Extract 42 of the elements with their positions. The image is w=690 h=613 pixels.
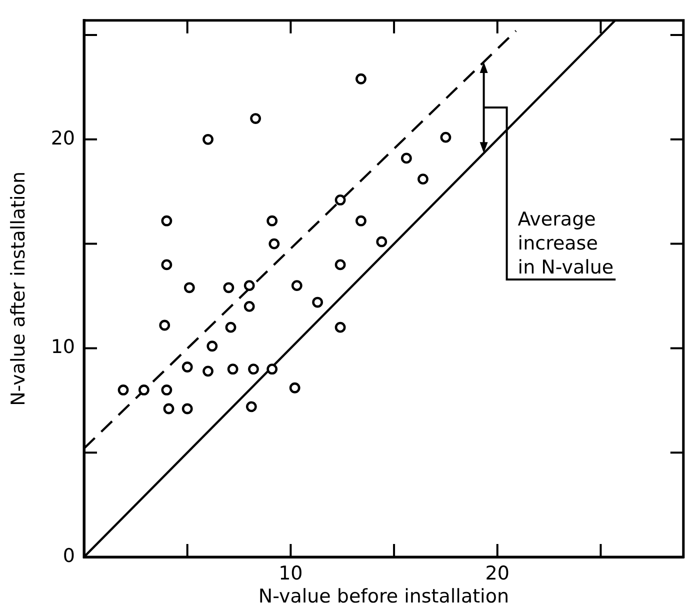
point xyxy=(334,194,346,206)
point xyxy=(206,340,218,352)
point xyxy=(118,384,129,396)
point xyxy=(182,403,193,414)
point xyxy=(246,401,257,412)
point xyxy=(161,384,172,396)
y-tick-label: 10 xyxy=(50,336,75,358)
point xyxy=(266,215,278,226)
point xyxy=(289,382,300,394)
point xyxy=(250,113,262,124)
point xyxy=(227,364,238,375)
point xyxy=(312,296,324,308)
point xyxy=(223,282,234,294)
point xyxy=(202,134,214,145)
point xyxy=(161,215,172,226)
point xyxy=(356,215,366,226)
point xyxy=(244,300,255,312)
point xyxy=(163,403,174,414)
annotation: Average increase in N-value xyxy=(518,208,614,279)
point xyxy=(334,322,346,333)
point xyxy=(356,73,366,84)
point xyxy=(266,364,278,375)
point xyxy=(400,152,412,164)
y-tick-label: 20 xyxy=(50,127,75,150)
y-axis-title: N-value after installation xyxy=(7,171,30,406)
point xyxy=(202,366,214,377)
point xyxy=(334,259,346,270)
point xyxy=(268,238,280,250)
point xyxy=(138,384,150,396)
point xyxy=(182,362,193,372)
point xyxy=(159,320,170,331)
point xyxy=(225,322,236,333)
point xyxy=(291,280,302,292)
point xyxy=(248,364,259,375)
point xyxy=(418,174,428,185)
point xyxy=(244,280,255,292)
point xyxy=(161,259,172,270)
y-tick-label: 0 xyxy=(62,544,75,567)
x-axis-title: N-value before installation xyxy=(258,586,509,608)
point xyxy=(440,132,452,143)
point xyxy=(376,236,388,248)
point xyxy=(184,282,195,294)
